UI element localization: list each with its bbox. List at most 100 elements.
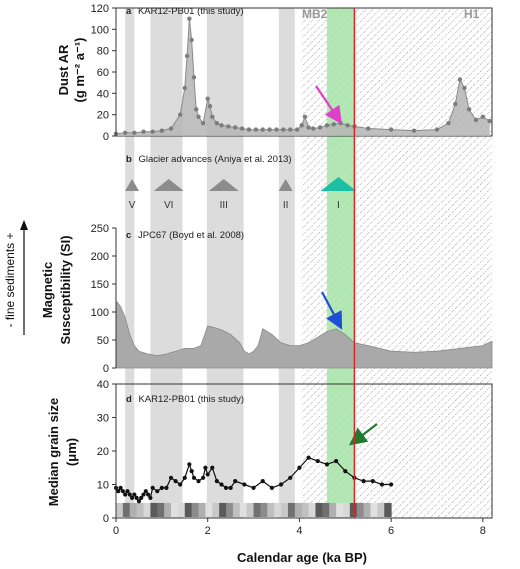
dust-point bbox=[233, 125, 238, 130]
x-tick-label: 2 bbox=[205, 525, 211, 537]
dust-point bbox=[299, 123, 304, 128]
y-tick-label: 20 bbox=[97, 446, 109, 458]
core-segment bbox=[301, 502, 310, 517]
dust-point bbox=[200, 121, 206, 126]
dust-point bbox=[345, 123, 350, 128]
grain-size-point bbox=[203, 465, 208, 470]
grain-size-point bbox=[173, 479, 178, 484]
background-bands bbox=[125, 8, 492, 518]
core-segment bbox=[315, 502, 323, 517]
x-axis-label: Calendar age (ka BP) bbox=[237, 550, 367, 565]
grain-size-point bbox=[143, 489, 148, 494]
core-segment bbox=[246, 502, 255, 517]
y-tick-label: 150 bbox=[91, 279, 109, 291]
dust-point bbox=[187, 16, 192, 21]
dust-point bbox=[184, 53, 190, 59]
grain-size-point bbox=[219, 482, 224, 487]
panel-a-ylabel-1: Dust AR bbox=[56, 44, 71, 95]
side-arrow-head-icon bbox=[20, 220, 28, 230]
core-segment bbox=[171, 502, 179, 517]
core-segment bbox=[122, 502, 131, 517]
grain-size-point bbox=[164, 485, 169, 490]
core-segment bbox=[239, 502, 248, 517]
panel-c-letter: c bbox=[126, 230, 131, 241]
dust-point bbox=[411, 128, 417, 133]
dust-point bbox=[306, 125, 311, 130]
grey-band-3 bbox=[278, 8, 295, 518]
y-tick-label: 60 bbox=[97, 67, 109, 79]
dust-point bbox=[196, 114, 201, 120]
core-segment bbox=[143, 502, 151, 517]
grain-size-point bbox=[389, 482, 394, 487]
dust-point bbox=[219, 123, 224, 128]
dust-point bbox=[457, 77, 463, 82]
core-segment bbox=[253, 502, 261, 517]
dust-point bbox=[189, 37, 194, 43]
y-tick-label: 40 bbox=[97, 379, 109, 391]
dust-point bbox=[159, 128, 165, 133]
glacier-label-I: I bbox=[337, 200, 340, 211]
dust-point bbox=[141, 129, 146, 134]
grain-size-points bbox=[113, 455, 394, 504]
core-segment bbox=[384, 502, 392, 517]
core-segment bbox=[267, 502, 275, 517]
core-segment bbox=[274, 502, 282, 517]
x-axis: 0 2 4 6 8 bbox=[113, 518, 486, 537]
y-tick-label: 40 bbox=[97, 88, 109, 100]
y-tick-label: 20 bbox=[97, 110, 109, 122]
grain-size-point bbox=[210, 465, 215, 470]
glacier-triangle-icon bbox=[320, 177, 357, 191]
grain-size-point bbox=[196, 479, 201, 484]
panel-d-grain-size: 0 10 20 30 40 d KAR12-PB01 (this study) Medi… bbox=[46, 379, 493, 525]
glacier-triangle-icon bbox=[208, 179, 239, 191]
grain-size-point bbox=[187, 462, 192, 467]
side-label-fine-sediments: - fine sediments + bbox=[3, 232, 17, 327]
dust-point bbox=[239, 126, 245, 131]
side-annotation: - fine sediments + bbox=[3, 220, 28, 335]
grain-size-point bbox=[116, 489, 121, 494]
glacier-triangle-icon bbox=[125, 179, 140, 191]
dust-point bbox=[388, 127, 394, 132]
core-segment bbox=[116, 502, 124, 517]
grain-size-point bbox=[150, 485, 155, 490]
dust-ar-line bbox=[115, 18, 490, 135]
grain-size-point bbox=[228, 485, 233, 490]
core-segment bbox=[281, 502, 289, 517]
dust-point bbox=[310, 126, 316, 131]
grain-size-point bbox=[189, 469, 194, 474]
grain-size-point bbox=[182, 475, 187, 480]
core-segment bbox=[150, 502, 158, 517]
grain-size-point bbox=[159, 485, 164, 490]
core-segment bbox=[205, 502, 213, 517]
green-band bbox=[326, 8, 355, 518]
glacier-triangle-icon bbox=[278, 179, 293, 191]
core-segment bbox=[308, 502, 316, 517]
grain-size-point bbox=[123, 492, 128, 497]
grain-size-point bbox=[315, 458, 320, 464]
grain-size-point bbox=[120, 489, 125, 494]
grain-size-point bbox=[370, 479, 375, 484]
grey-band-1 bbox=[150, 8, 183, 518]
core-segment bbox=[177, 502, 186, 517]
grey-band-2 bbox=[206, 8, 244, 518]
panel-b-source: Glacier advances (Aniya et al. 2013) bbox=[138, 154, 291, 165]
grain-size-point bbox=[148, 495, 153, 500]
dust-point bbox=[281, 127, 286, 132]
dust-point bbox=[191, 75, 197, 80]
x-tick-label: 6 bbox=[388, 525, 394, 537]
core-segment bbox=[363, 502, 371, 517]
dust-point bbox=[480, 114, 486, 120]
dust-point bbox=[446, 121, 451, 126]
dust-point bbox=[132, 130, 137, 135]
grain-size-point bbox=[333, 458, 339, 464]
core-segment bbox=[232, 502, 241, 517]
magnetic-susceptibility-area bbox=[115, 299, 493, 369]
grain-size-point bbox=[129, 495, 135, 500]
grain-size-point bbox=[260, 479, 265, 484]
y-tick-label: 100 bbox=[91, 24, 109, 36]
grain-size-point bbox=[132, 492, 137, 497]
panel-b-glacier: b Glacier advances (Aniya et al. 2013) V… bbox=[125, 154, 357, 211]
dust-point bbox=[260, 127, 265, 132]
grain-size-point bbox=[379, 482, 385, 487]
core-segment bbox=[322, 502, 330, 517]
